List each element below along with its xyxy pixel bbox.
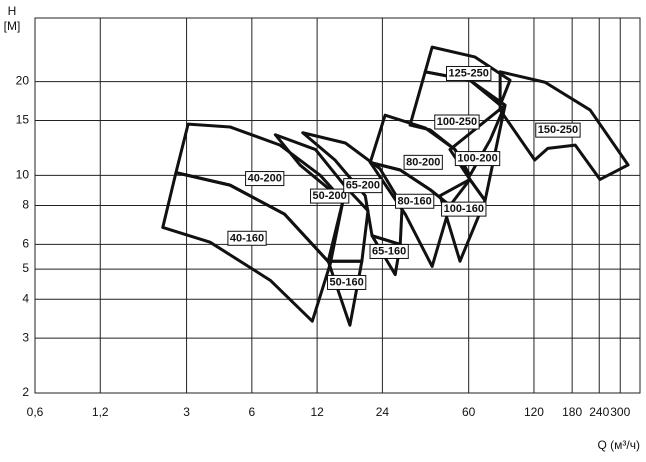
y-axis-unit: [M] — [4, 19, 21, 33]
region-label-text: 50-160 — [330, 276, 364, 288]
region-label-text: 100-250 — [437, 116, 477, 128]
region-label-box — [227, 230, 267, 246]
region-label-box — [441, 201, 487, 217]
region-label-text: 50-200 — [313, 190, 347, 202]
region-label: 80-160 — [395, 193, 435, 209]
region-label: 65-160 — [369, 243, 409, 259]
region-label-text: 65-160 — [372, 245, 406, 257]
region-label: 40-160 — [227, 230, 267, 246]
x-tick-label: 180 — [562, 405, 582, 419]
y-tick-label: 4 — [22, 291, 29, 305]
region-label-box — [369, 243, 409, 259]
y-tick-label: 6 — [22, 237, 29, 251]
region-label-box — [535, 122, 581, 138]
x-tick-label: 0,6 — [27, 405, 44, 419]
region-label-text: 100-200 — [457, 153, 497, 165]
region-label-box — [245, 171, 285, 187]
pump-region — [161, 171, 332, 323]
y-tick-label: 15 — [16, 113, 30, 127]
region-label: 40-200 — [245, 171, 285, 187]
region-label: 50-200 — [310, 188, 350, 204]
region-label-text: 150-250 — [538, 124, 578, 136]
pump-region — [326, 259, 364, 327]
region-label: 50-160 — [327, 274, 367, 290]
x-tick-label: 60 — [462, 405, 476, 419]
region-label: 65-200 — [343, 178, 383, 194]
region-label-text: 65-200 — [346, 180, 380, 192]
x-tick-label: 300 — [610, 405, 630, 419]
y-tick-label: 8 — [22, 198, 29, 212]
x-tick-label: 1,2 — [92, 405, 109, 419]
y-tick-label: 2 — [22, 385, 29, 399]
x-tick-label: 120 — [524, 405, 544, 419]
region-label-box — [343, 178, 383, 194]
x-tick-label: 6 — [248, 405, 255, 419]
region-label: 150-250 — [535, 122, 581, 138]
region-label: 125-250 — [446, 65, 492, 81]
y-axis-label: H — [8, 4, 17, 18]
region-label-box — [446, 65, 492, 81]
pump-region — [438, 177, 487, 263]
region-label-box — [327, 274, 367, 290]
y-tick-label: 10 — [16, 167, 30, 181]
region-label: 100-160 — [441, 201, 487, 217]
x-tick-label: 24 — [376, 405, 390, 419]
region-label: 100-250 — [434, 114, 480, 130]
region-label-text: 125-250 — [449, 67, 489, 79]
region-label-text: 80-160 — [398, 195, 432, 207]
x-tick-label: 240 — [589, 405, 609, 419]
region-label-box — [454, 151, 501, 167]
region-label: 100-200 — [454, 151, 501, 167]
pump-region — [498, 70, 630, 181]
y-tick-label: 5 — [22, 261, 29, 275]
x-tick-label: 3 — [183, 405, 190, 419]
x-tick-label: 12 — [310, 405, 324, 419]
region-label-text: 80-200 — [406, 156, 440, 168]
y-tick-label: 3 — [22, 330, 29, 344]
region-label-box — [395, 193, 435, 209]
x-axis-label: Q (м³/ч) — [598, 438, 641, 452]
pump-region — [408, 70, 507, 177]
y-tick-label: 20 — [16, 74, 30, 88]
region-label-box — [403, 154, 443, 170]
region-label-box — [310, 188, 350, 204]
region-label-text: 100-160 — [444, 203, 484, 215]
region-label-box — [434, 114, 480, 130]
region-label-text: 40-200 — [248, 173, 282, 185]
region-label-text: 40-160 — [230, 232, 264, 244]
region-label: 80-200 — [403, 154, 443, 170]
